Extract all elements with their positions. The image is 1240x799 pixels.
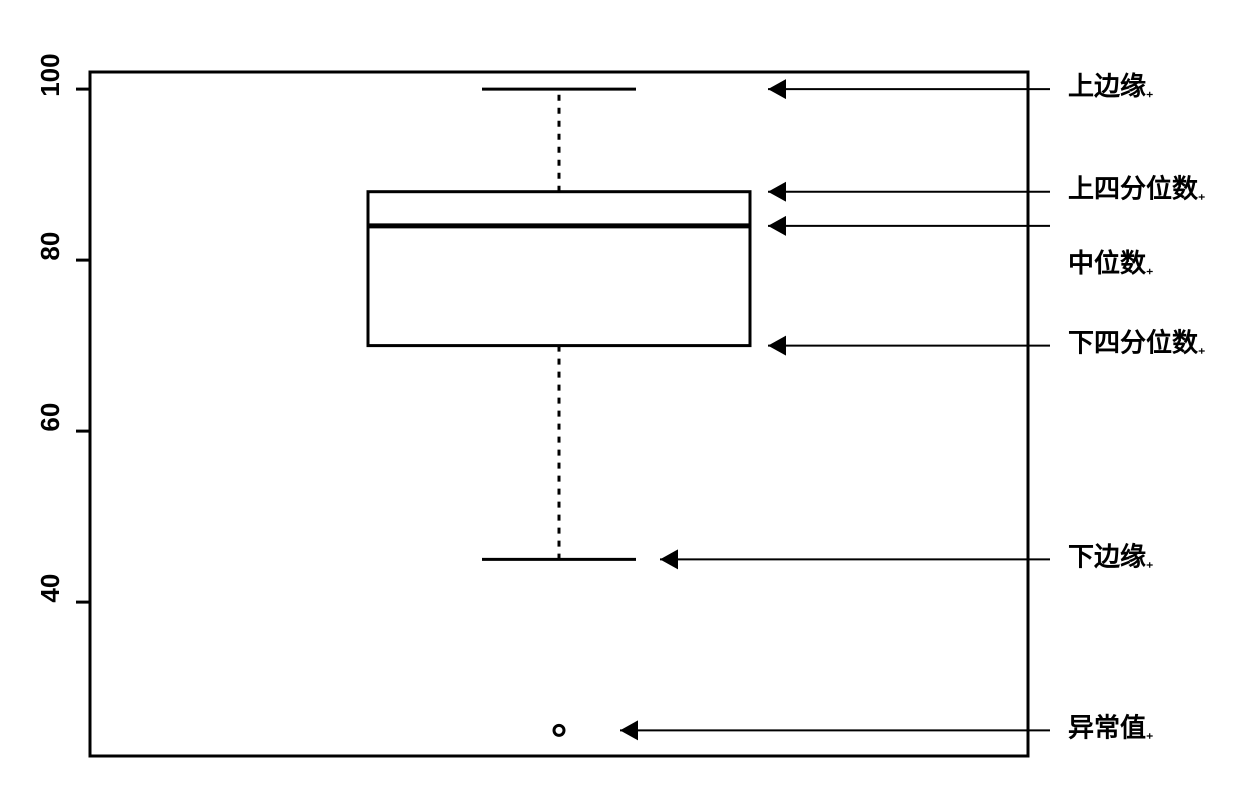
annotation-label: 异常值₊ bbox=[1068, 713, 1153, 742]
annotation-label: 下四分位数₊ bbox=[1068, 328, 1205, 358]
annotation-label: 中位数₊ bbox=[1068, 248, 1153, 278]
chart-svg: 40 60 80 100 上边缘₊ 上四分位数₊ 中位数₊ 下四分位数₊ 下边缘₊ 异常值₊ bbox=[0, 0, 1240, 799]
y-axis-tick-label: 80 bbox=[35, 232, 65, 261]
y-axis-tick-label: 60 bbox=[35, 403, 65, 432]
box-iqr bbox=[368, 192, 750, 346]
annotation-label: 下边缘₊ bbox=[1068, 542, 1153, 571]
annotation-label: 上边缘₊ bbox=[1068, 72, 1153, 101]
boxplot-chart: 40 60 80 100 上边缘₊ 上四分位数₊ 中位数₊ 下四分位数₊ 下边缘₊ 异常值₊ bbox=[0, 0, 1240, 799]
annotation-label: 上四分位数₊ bbox=[1068, 174, 1205, 204]
y-axis-tick-label: 40 bbox=[35, 574, 65, 603]
y-axis-tick-label: 100 bbox=[35, 53, 65, 96]
